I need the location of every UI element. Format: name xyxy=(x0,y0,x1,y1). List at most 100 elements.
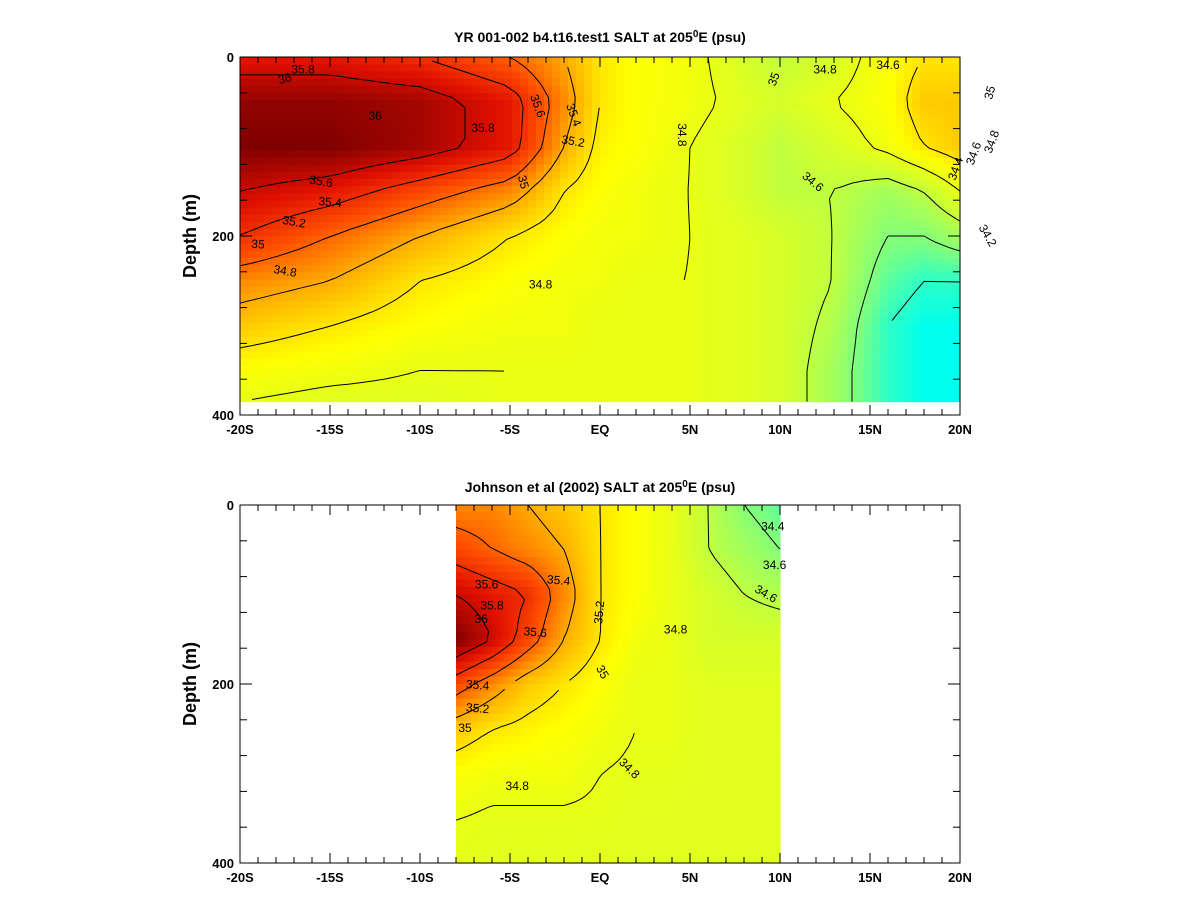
heatmap-cell xyxy=(944,164,953,173)
heatmap-cell xyxy=(517,527,522,536)
heatmap-cell xyxy=(800,214,809,223)
heatmap-cell xyxy=(600,250,609,259)
heatmap-cell xyxy=(568,301,577,309)
heatmap-cell xyxy=(600,542,605,551)
heatmap-cell xyxy=(872,179,881,187)
heatmap-cell xyxy=(304,315,313,324)
heatmap-cell xyxy=(928,286,937,295)
heatmap-cell xyxy=(888,128,897,137)
heatmap-cell xyxy=(856,372,865,381)
heatmap-cell xyxy=(682,519,687,528)
heatmap-cell xyxy=(544,214,553,223)
heatmap-cell xyxy=(304,222,313,230)
heatmap-cell xyxy=(288,179,297,187)
heatmap-cell xyxy=(768,85,777,94)
heatmap-cell xyxy=(896,200,905,209)
heatmap-cell xyxy=(712,193,721,202)
heatmap-cell xyxy=(768,243,777,252)
heatmap-cell xyxy=(944,171,953,180)
heatmap-cell xyxy=(856,214,865,223)
heatmap-cell xyxy=(840,322,849,331)
heatmap-cell xyxy=(697,519,702,528)
heatmap-cell xyxy=(592,286,601,295)
heatmap-cell xyxy=(416,286,425,295)
heatmap-cell xyxy=(603,505,608,514)
heatmap-cell xyxy=(608,157,617,166)
heatmap-cell xyxy=(320,157,329,166)
heatmap-cell xyxy=(944,236,953,245)
heatmap-cell xyxy=(360,365,369,374)
heatmap-cell xyxy=(552,322,561,331)
heatmap-cell xyxy=(792,293,801,302)
heatmap-cell xyxy=(680,222,689,230)
heatmap-cell xyxy=(600,92,609,101)
heatmap-cell xyxy=(320,308,329,317)
heatmap-cell xyxy=(535,542,540,551)
heatmap-cell xyxy=(528,100,537,108)
heatmap-cell xyxy=(760,121,769,130)
heatmap-cell xyxy=(416,100,425,108)
heatmap-cell xyxy=(256,279,265,288)
heatmap-cell xyxy=(616,272,625,281)
heatmap-cell xyxy=(712,336,721,345)
heatmap-cell xyxy=(536,272,545,281)
heatmap-cell xyxy=(368,107,377,116)
heatmap-cell xyxy=(528,78,537,87)
heatmap-cell xyxy=(248,250,257,259)
heatmap-cell xyxy=(312,372,321,381)
heatmap-cell xyxy=(560,315,569,324)
heatmap-cell xyxy=(480,186,489,194)
heatmap-cell xyxy=(944,186,953,194)
heatmap-cell xyxy=(352,164,361,173)
heatmap-cell xyxy=(568,200,577,209)
heatmap-cell xyxy=(544,135,553,144)
heatmap-cell xyxy=(544,380,553,388)
heatmap-cell xyxy=(920,135,929,144)
heatmap-cell xyxy=(808,143,817,151)
heatmap-cell xyxy=(656,57,665,65)
heatmap-cell xyxy=(384,121,393,130)
heatmap-cell xyxy=(440,121,449,130)
heatmap-cell xyxy=(928,243,937,252)
heatmap-cell xyxy=(720,179,729,187)
heatmap-cell xyxy=(567,527,572,536)
heatmap-cell xyxy=(616,293,625,302)
heatmap-cell xyxy=(736,100,745,108)
heatmap-cell xyxy=(448,179,457,187)
heatmap-cell xyxy=(264,329,273,338)
heatmap-cell xyxy=(264,114,273,123)
heatmap-cell xyxy=(760,214,769,223)
heatmap-cell xyxy=(408,322,417,331)
heatmap-cell xyxy=(632,519,637,528)
heatmap-cell xyxy=(512,272,521,281)
heatmap-cell xyxy=(632,372,641,381)
heatmap-cell xyxy=(424,243,433,252)
heatmap-cell xyxy=(736,286,745,295)
heatmap-cell xyxy=(824,258,833,266)
heatmap-cell xyxy=(392,128,401,137)
heatmap-cell xyxy=(679,512,684,521)
heatmap-cell xyxy=(456,322,465,331)
heatmap-cell xyxy=(776,121,785,130)
heatmap-cell xyxy=(872,222,881,230)
heatmap-cell xyxy=(880,315,889,324)
heatmap-cell xyxy=(632,186,641,194)
heatmap-cell xyxy=(765,505,770,514)
heatmap-cell xyxy=(688,258,697,266)
heatmap-cell xyxy=(480,336,489,345)
heatmap-cell xyxy=(650,534,655,543)
heatmap-cell xyxy=(816,100,825,108)
heatmap-cell xyxy=(856,315,865,324)
heatmap-cell xyxy=(344,293,353,302)
heatmap-cell xyxy=(344,336,353,345)
heatmap-cell xyxy=(952,157,961,166)
heatmap-cell xyxy=(928,358,937,367)
heatmap-cell xyxy=(264,200,273,209)
heatmap-cell xyxy=(288,315,297,324)
heatmap-cell xyxy=(800,164,809,173)
heatmap-cell xyxy=(864,107,873,116)
heatmap-cell xyxy=(336,279,345,288)
heatmap-cell xyxy=(472,193,481,202)
heatmap-cell xyxy=(888,150,897,159)
heatmap-cell xyxy=(800,121,809,130)
